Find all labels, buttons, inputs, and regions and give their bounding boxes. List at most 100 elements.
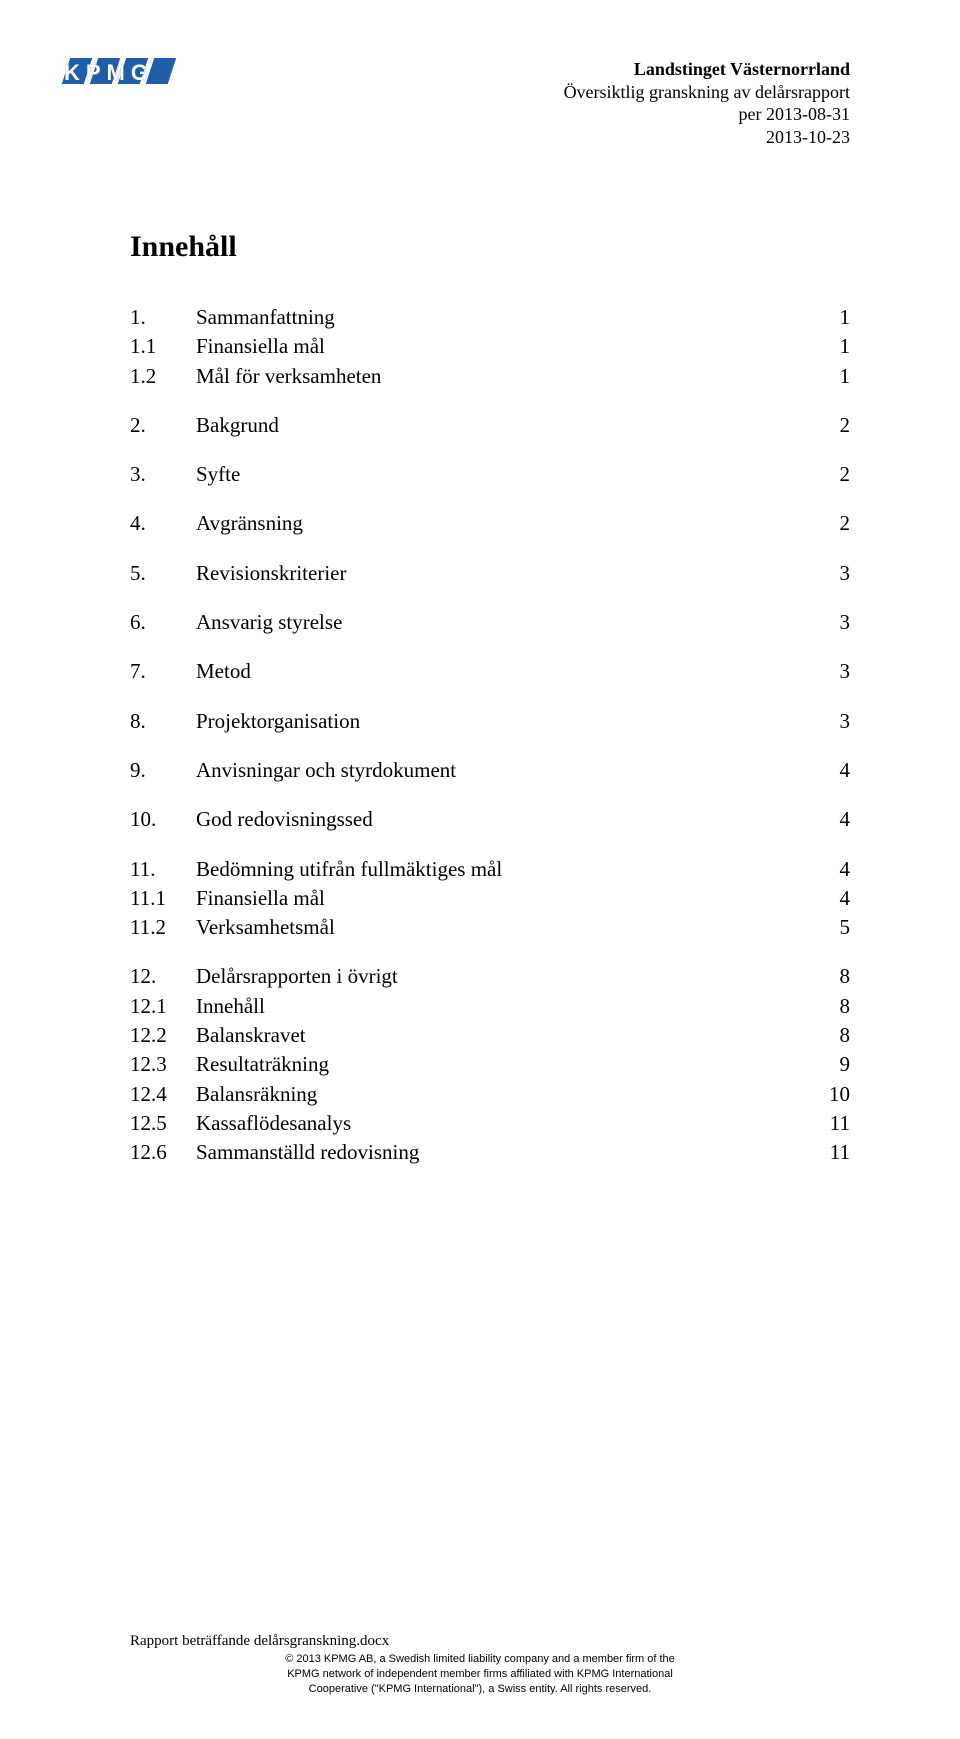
toc-number: 6. [130,609,196,636]
toc-number: 12. [130,963,196,990]
toc-page: 4 [820,757,850,784]
toc-label: Delårsrapporten i övrigt [196,963,398,990]
toc-label: Innehåll [196,993,265,1020]
toc-page: 1 [820,304,850,331]
footer-legal-line: © 2013 KPMG AB, a Swedish limited liabil… [0,1652,960,1667]
header-date: 2013-10-23 [564,126,850,149]
header-block: Landstinget Västernorrland Översiktlig g… [564,58,850,148]
toc-number: 12.2 [130,1022,196,1049]
toc-number: 4. [130,510,196,537]
header-org: Landstinget Västernorrland [564,58,850,81]
toc-left: 12.Delårsrapporten i övrigt [130,963,398,990]
toc-row: 6.Ansvarig styrelse3 [130,609,850,636]
toc-row: 11.2Verksamhetsmål 5 [130,914,850,941]
toc-row: 1.Sammanfattning 1 [130,304,850,331]
toc-page: 11 [820,1139,850,1166]
toc-label: Projektorganisation [196,708,360,735]
toc-row: 1.1Finansiella mål1 [130,333,850,360]
toc-number: 7. [130,658,196,685]
page-title: Innehåll [130,230,850,264]
toc-left: 12.5Kassaflödesanalys [130,1110,351,1137]
toc-left: 6.Ansvarig styrelse [130,609,342,636]
toc-left: 11.Bedömning utifrån fullmäktiges mål [130,856,502,883]
toc-row: 12.5Kassaflödesanalys 11 [130,1110,850,1137]
toc-label: Anvisningar och styrdokument [196,757,456,784]
toc-left: 3.Syfte [130,461,240,488]
toc-label: Sammanställd redovisning [196,1139,419,1166]
toc-number: 1.1 [130,333,196,360]
toc-left: 12.4Balansräkning [130,1081,317,1108]
toc-label: Bakgrund [196,412,279,439]
footer-legal-line: Cooperative ("KPMG International"), a Sw… [0,1682,960,1697]
logo-text: KPMG [64,60,154,86]
toc-number: 2. [130,412,196,439]
toc-left: 10.God redovisningssed [130,806,373,833]
toc-row: 12.4Balansräkning 10 [130,1081,850,1108]
toc-row: 9.Anvisningar och styrdokument 4 [130,757,850,784]
toc-row: 12.6Sammanställd redovisning 11 [130,1139,850,1166]
toc-label: Bedömning utifrån fullmäktiges mål [196,856,502,883]
toc-label: Balansräkning [196,1081,317,1108]
toc-left: 2.Bakgrund [130,412,279,439]
toc-row: 2.Bakgrund 2 [130,412,850,439]
toc-row: 12.2Balanskravet8 [130,1022,850,1049]
toc-number: 11. [130,856,196,883]
toc-left: 11.2Verksamhetsmål [130,914,335,941]
toc-label: Balanskravet [196,1022,306,1049]
toc-row: 10.God redovisningssed 4 [130,806,850,833]
toc-left: 7.Metod [130,658,251,685]
toc-row: 3.Syfte2 [130,461,850,488]
footer: Rapport beträffande delårsgranskning.doc… [0,1633,960,1697]
toc-number: 8. [130,708,196,735]
toc-page: 4 [820,856,850,883]
header-subtitle: Översiktlig granskning av delårsrapport [564,81,850,104]
toc-label: Finansiella mål [196,885,325,912]
toc-left: 12.1Innehåll [130,993,265,1020]
toc-row: 12.Delårsrapporten i övrigt8 [130,963,850,990]
toc-page: 2 [820,412,850,439]
toc-row: 1.2Mål för verksamheten 1 [130,363,850,390]
toc-row: 11.Bedömning utifrån fullmäktiges mål 4 [130,856,850,883]
toc-page: 5 [820,914,850,941]
toc-page: 8 [820,993,850,1020]
toc-label: God redovisningssed [196,806,373,833]
toc-left: 1.2Mål för verksamheten [130,363,381,390]
toc-page: 1 [820,363,850,390]
toc-page: 3 [820,708,850,735]
toc-number: 12.3 [130,1051,196,1078]
toc-row: 11.1Finansiella mål 4 [130,885,850,912]
toc-label: Metod [196,658,251,685]
kpmg-logo: KPMG [56,58,176,106]
toc-label: Ansvarig styrelse [196,609,342,636]
toc-label: Revisionskriterier [196,560,346,587]
toc-label: Sammanfattning [196,304,335,331]
toc-number: 1.2 [130,363,196,390]
toc-number: 5. [130,560,196,587]
toc-left: 5.Revisionskriterier [130,560,346,587]
toc-number: 11.1 [130,885,196,912]
toc-number: 1. [130,304,196,331]
toc-left: 11.1Finansiella mål [130,885,325,912]
toc-page: 4 [820,885,850,912]
toc-page: 9 [820,1051,850,1078]
toc-page: 11 [820,1110,850,1137]
toc-label: Mål för verksamheten [196,363,381,390]
toc-number: 12.4 [130,1081,196,1108]
toc-page: 10 [820,1081,850,1108]
toc-number: 12.1 [130,993,196,1020]
toc-label: Resultaträkning [196,1051,329,1078]
toc-left: 1.Sammanfattning [130,304,335,331]
toc-page: 2 [820,510,850,537]
toc-left: 9.Anvisningar och styrdokument [130,757,456,784]
toc-page: 4 [820,806,850,833]
toc-number: 12.5 [130,1110,196,1137]
footer-docname: Rapport beträffande delårsgranskning.doc… [0,1633,960,1650]
toc-left: 12.2Balanskravet [130,1022,306,1049]
toc-left: 1.1Finansiella mål [130,333,325,360]
document-page: KPMG Landstinget Västernorrland Översikt… [0,0,960,1739]
toc-page: 3 [820,560,850,587]
toc-left: 12.6Sammanställd redovisning [130,1139,419,1166]
toc-label: Verksamhetsmål [196,914,335,941]
table-of-contents: 1.Sammanfattning11.1Finansiella mål11.2M… [130,304,850,1167]
toc-label: Finansiella mål [196,333,325,360]
